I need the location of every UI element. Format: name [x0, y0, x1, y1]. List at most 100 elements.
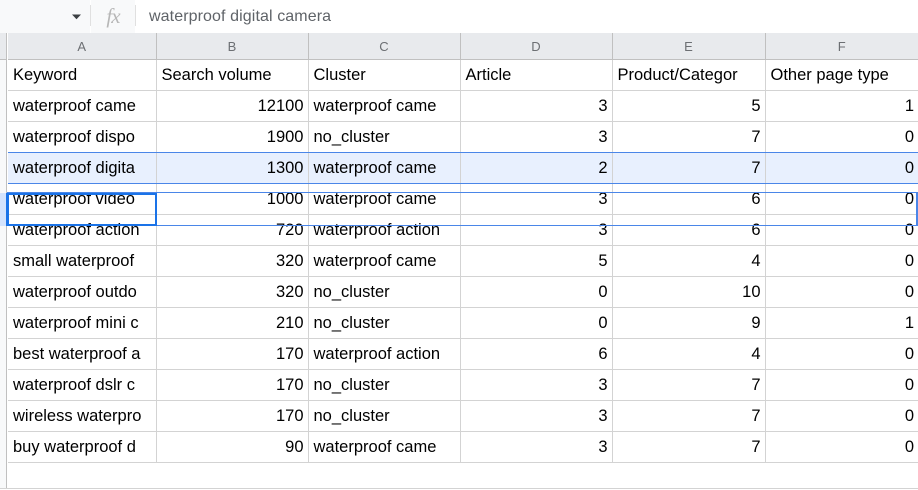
cell-e1[interactable]: Product/Categor [612, 59, 766, 91]
table-row: waterproof dslr c 170 no_cluster 3 7 0 [8, 369, 918, 401]
cell-f12[interactable]: 0 [765, 400, 918, 432]
cell-c9[interactable]: no_cluster [308, 307, 461, 339]
cell-d7[interactable]: 5 [460, 245, 613, 277]
cell-a12[interactable]: wireless waterpro [8, 400, 157, 432]
table-row: waterproof video 1000 waterproof came 3 6 0 [8, 183, 918, 215]
cell-b4[interactable]: 1300 [156, 152, 309, 184]
cell-c5[interactable]: waterproof came [308, 183, 461, 215]
cell-d10[interactable]: 6 [460, 338, 613, 370]
cell-f1[interactable]: Other page type [765, 59, 918, 91]
formula-bar: fx waterproof digital camera [0, 0, 918, 33]
cell-e8[interactable]: 10 [612, 276, 766, 308]
cell-e4[interactable]: 7 [612, 152, 766, 184]
cell-e3[interactable]: 7 [612, 121, 766, 153]
cell-d5[interactable]: 3 [460, 183, 613, 215]
cell-e2[interactable]: 5 [612, 90, 766, 122]
cell-d1[interactable]: Article [460, 59, 613, 91]
cell-d11[interactable]: 3 [460, 369, 613, 401]
cell-f4[interactable]: 0 [765, 152, 918, 184]
column-header-f[interactable]: F [765, 33, 918, 60]
sheet-body: Keyword Search volume Cluster Article Pr… [8, 59, 918, 463]
cell-a9[interactable]: waterproof mini c [8, 307, 157, 339]
cell-a13[interactable]: buy waterproof d [8, 431, 157, 463]
cell-b12[interactable]: 170 [156, 400, 309, 432]
cell-b5[interactable]: 1000 [156, 183, 309, 215]
cell-e7[interactable]: 4 [612, 245, 766, 277]
cell-c7[interactable]: waterproof came [308, 245, 461, 277]
cell-b1[interactable]: Search volume [156, 59, 309, 91]
cell-b6[interactable]: 720 [156, 214, 309, 246]
cell-d12[interactable]: 3 [460, 400, 613, 432]
spreadsheet-grid[interactable]: A B C D E F Keyword Search volume Cluste… [0, 33, 918, 490]
fx-icon[interactable]: fx [91, 0, 135, 33]
cell-c2[interactable]: waterproof came [308, 90, 461, 122]
cell-d9[interactable]: 0 [460, 307, 613, 339]
cell-b10[interactable]: 170 [156, 338, 309, 370]
column-header-d[interactable]: D [460, 33, 613, 60]
table-row: waterproof action 720 waterproof action 3 6 0 [8, 214, 918, 246]
cell-c11[interactable]: no_cluster [308, 369, 461, 401]
cell-b11[interactable]: 170 [156, 369, 309, 401]
column-header-row: A B C D E F [8, 33, 918, 60]
cell-f2[interactable]: 1 [765, 90, 918, 122]
cell-b7[interactable]: 320 [156, 245, 309, 277]
cell-a10[interactable]: best waterproof a [8, 338, 157, 370]
cell-f3[interactable]: 0 [765, 121, 918, 153]
column-header-c[interactable]: C [308, 33, 461, 60]
select-all-corner[interactable] [0, 33, 7, 60]
cell-b2[interactable]: 12100 [156, 90, 309, 122]
grid-bottom-edge [0, 488, 918, 490]
cell-a8[interactable]: waterproof outdo [8, 276, 157, 308]
cell-f13[interactable]: 0 [765, 431, 918, 463]
cell-d3[interactable]: 3 [460, 121, 613, 153]
chevron-down-icon[interactable] [62, 0, 90, 33]
cell-c3[interactable]: no_cluster [308, 121, 461, 153]
cell-e10[interactable]: 4 [612, 338, 766, 370]
cell-f9[interactable]: 1 [765, 307, 918, 339]
name-box[interactable] [0, 0, 62, 33]
cell-b13[interactable]: 90 [156, 431, 309, 463]
cell-f11[interactable]: 0 [765, 369, 918, 401]
cell-a1[interactable]: Keyword [8, 59, 157, 91]
cell-a5[interactable]: waterproof video [8, 183, 157, 215]
column-header-a[interactable]: A [8, 33, 157, 60]
cell-d6[interactable]: 3 [460, 214, 613, 246]
table-row: waterproof came 12100 waterproof came 3 5 1 [8, 90, 918, 122]
cell-e9[interactable]: 9 [612, 307, 766, 339]
cell-e6[interactable]: 6 [612, 214, 766, 246]
cell-b8[interactable]: 320 [156, 276, 309, 308]
cell-a4[interactable]: waterproof digita [8, 152, 157, 184]
row-number-gutter[interactable] [0, 33, 7, 490]
cell-c6[interactable]: waterproof action [308, 214, 461, 246]
cell-c1[interactable]: Cluster [308, 59, 461, 91]
cell-a6[interactable]: waterproof action [8, 214, 157, 246]
cell-f10[interactable]: 0 [765, 338, 918, 370]
formula-input[interactable]: waterproof digital camera [136, 0, 918, 33]
cell-a11[interactable]: waterproof dslr c [8, 369, 157, 401]
cell-f5[interactable]: 0 [765, 183, 918, 215]
cell-c13[interactable]: waterproof came [308, 431, 461, 463]
cell-e13[interactable]: 7 [612, 431, 766, 463]
cell-a2[interactable]: waterproof came [8, 90, 157, 122]
column-header-e[interactable]: E [612, 33, 766, 60]
cell-e5[interactable]: 6 [612, 183, 766, 215]
cell-b3[interactable]: 1900 [156, 121, 309, 153]
table-row: best waterproof a 170 waterproof action 6 4 0 [8, 338, 918, 370]
cell-d4[interactable]: 2 [460, 152, 613, 184]
cell-c10[interactable]: waterproof action [308, 338, 461, 370]
cell-c8[interactable]: no_cluster [308, 276, 461, 308]
column-header-b[interactable]: B [156, 33, 309, 60]
cell-a3[interactable]: waterproof dispo [8, 121, 157, 153]
cell-a7[interactable]: small waterproof [8, 245, 157, 277]
cell-d2[interactable]: 3 [460, 90, 613, 122]
cell-f6[interactable]: 0 [765, 214, 918, 246]
cell-d13[interactable]: 3 [460, 431, 613, 463]
cell-f8[interactable]: 0 [765, 276, 918, 308]
cell-c12[interactable]: no_cluster [308, 400, 461, 432]
cell-f7[interactable]: 0 [765, 245, 918, 277]
cell-e11[interactable]: 7 [612, 369, 766, 401]
cell-c4[interactable]: waterproof came [308, 152, 461, 184]
cell-d8[interactable]: 0 [460, 276, 613, 308]
cell-e12[interactable]: 7 [612, 400, 766, 432]
cell-b9[interactable]: 210 [156, 307, 309, 339]
